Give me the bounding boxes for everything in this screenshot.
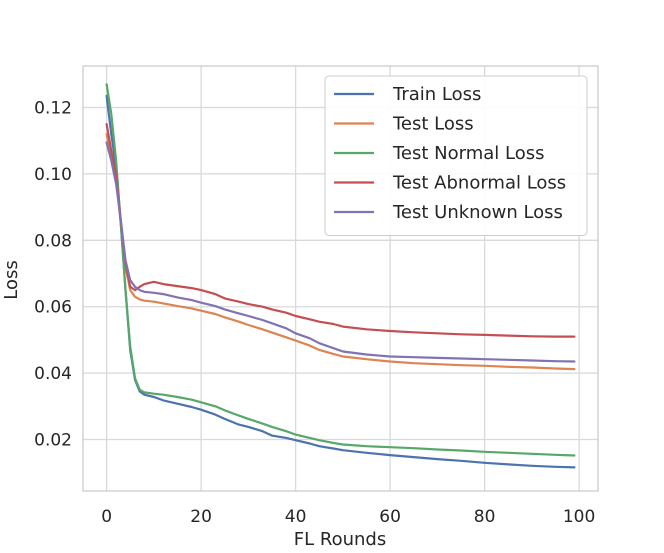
y-tick-label: 0.04 — [34, 364, 72, 384]
y-tick-label: 0.10 — [34, 165, 72, 185]
y-tick-label: 0.12 — [34, 99, 72, 119]
series-line-5 — [105, 141, 576, 363]
legend-label: Test Unknown Loss — [392, 202, 563, 223]
x-tick-label: 80 — [474, 507, 496, 527]
legend: Train Loss Test Loss Test Normal Loss Test … — [324, 75, 588, 236]
legend-label: Test Abnormal Loss — [392, 173, 566, 194]
series-line-3 — [105, 83, 576, 457]
y-tick-label: 0.08 — [34, 231, 72, 251]
x-axis-label: FL Rounds — [294, 529, 386, 550]
series-line-2 — [105, 133, 576, 371]
legend-box — [324, 75, 588, 236]
series-lines — [105, 83, 576, 469]
x-tick-label: 0 — [101, 507, 112, 527]
x-tick-label: 40 — [285, 507, 307, 527]
legend-label: Train Loss — [392, 84, 481, 105]
legend-label: Test Normal Loss — [392, 143, 545, 164]
y-tick-label: 0.02 — [34, 431, 72, 451]
x-tick-label: 60 — [379, 507, 401, 527]
y-tick-label: 0.06 — [34, 298, 72, 318]
x-tick-label: 100 — [563, 507, 595, 527]
series-line-4 — [105, 123, 576, 338]
y-axis-ticks: 0.02 0.04 0.06 0.08 0.10 0.12 — [34, 99, 72, 451]
x-tick-label: 20 — [190, 507, 212, 527]
plot-frame — [82, 65, 599, 492]
x-axis-ticks: 0 20 40 60 80 100 — [101, 507, 595, 527]
legend-label: Test Loss — [392, 114, 474, 135]
y-axis-label: Loss — [1, 260, 22, 299]
